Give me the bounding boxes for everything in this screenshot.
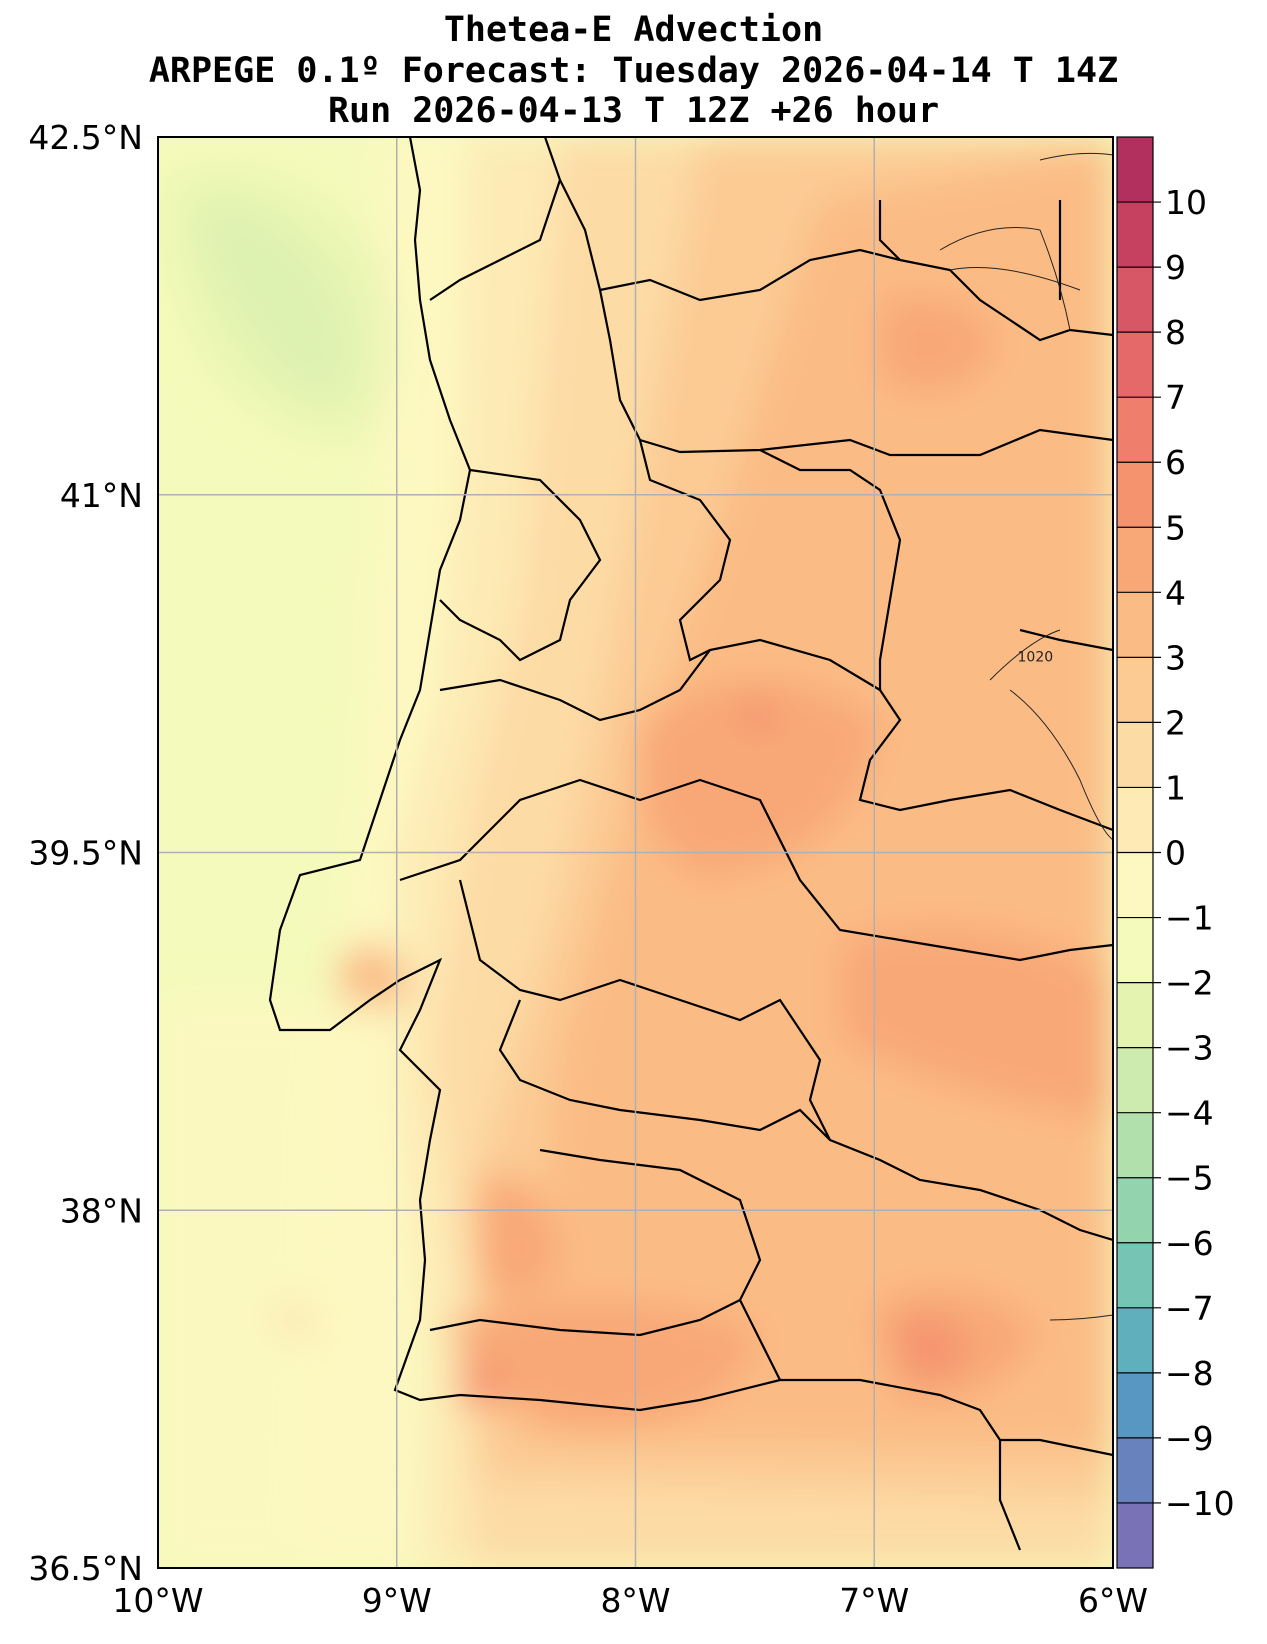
colorbar-swatch: [1117, 852, 1153, 919]
title-line-1: Thetea-E Advection: [443, 10, 824, 50]
colorbar-swatch: [1117, 1307, 1153, 1374]
colorbar-swatch: [1117, 1502, 1153, 1569]
colorbar-tick-label: −3: [1165, 1029, 1214, 1068]
colorbar: [1117, 137, 1153, 1569]
lat-tick-label: 39.5°N: [28, 834, 143, 873]
colorbar-tick-label: 3: [1165, 638, 1186, 677]
lon-tick-label: 10°W: [112, 1581, 203, 1620]
colorbar-tick-label: −2: [1165, 964, 1214, 1003]
colorbar-swatch: [1117, 137, 1153, 203]
colorbar-swatch: [1117, 397, 1153, 463]
lat-tick-label: 41°N: [60, 476, 143, 515]
colorbar-tick-label: −5: [1165, 1159, 1214, 1198]
colorbar-swatch: [1117, 1177, 1153, 1244]
colorbar-swatch: [1117, 1242, 1153, 1309]
lon-tick-label: 7°W: [839, 1581, 909, 1620]
colorbar-swatch: [1117, 527, 1153, 593]
lat-tick-label: 36.5°N: [28, 1549, 143, 1588]
colorbar-swatch: [1117, 592, 1153, 658]
colorbar-swatch: [1117, 787, 1153, 853]
lon-tick-label: 8°W: [600, 1581, 670, 1620]
colorbar-swatch: [1117, 722, 1153, 788]
colorbar-swatch: [1117, 202, 1153, 268]
colorbar-swatch: [1117, 917, 1153, 984]
colorbar-swatch: [1117, 462, 1153, 528]
colorbar-swatch: [1117, 1437, 1153, 1504]
title-line-2: ARPEGE 0.1º Forecast: Tuesday 2026-04-14…: [148, 51, 1119, 91]
colorbar-tick-label: −6: [1165, 1224, 1214, 1263]
colorbar-tick-label: 1: [1165, 768, 1186, 807]
colorbar-swatch: [1117, 657, 1153, 723]
lat-tick-label: 38°N: [60, 1191, 143, 1230]
colorbar-tick-label: 4: [1165, 573, 1186, 612]
colorbar-tick-label: 2: [1165, 703, 1186, 742]
colorbar-tick-label: 7: [1165, 378, 1186, 417]
colorbar-tick-label: 10: [1165, 183, 1207, 222]
colorbar-tick-label: −10: [1165, 1484, 1235, 1523]
colorbar-swatch: [1117, 332, 1153, 398]
lon-tick-label: 6°W: [1078, 1581, 1148, 1620]
colorbar-tick-label: 6: [1165, 443, 1186, 482]
colorbar-tick-label: 8: [1165, 313, 1186, 352]
colorbar-tick-label: 0: [1165, 834, 1186, 873]
colorbar-tick-label: 9: [1165, 248, 1186, 287]
pressure-contour-label: 1020: [1018, 650, 1054, 666]
colorbar-tick-label: −7: [1165, 1289, 1214, 1328]
coastline-borders: [268, 137, 1113, 1551]
map-frame: [157, 136, 1114, 1569]
colorbar-tick-label: −1: [1165, 899, 1214, 938]
latitude-tick-labels: 42.5°N 41°N 39.5°N 38°N 36.5°N: [28, 118, 143, 1588]
colorbar-tick-label: −4: [1165, 1094, 1214, 1133]
colorbar-tick-label: −9: [1165, 1419, 1214, 1458]
pressure-contours: [939, 152, 1113, 1321]
colorbar-tick-label: 5: [1165, 508, 1186, 547]
colorbar-swatch: [1117, 1372, 1153, 1439]
title-line-3: Run 2026-04-13 T 12Z +26 hour: [327, 91, 940, 131]
colorbar-swatch: [1117, 1112, 1153, 1179]
longitude-tick-labels: 10°W 9°W 8°W 7°W 6°W: [112, 1581, 1148, 1620]
colorbar-tick-label: −8: [1165, 1354, 1214, 1393]
colorbar-swatch: [1117, 982, 1153, 1049]
lat-tick-label: 42.5°N: [28, 118, 143, 157]
lon-tick-label: 9°W: [362, 1581, 432, 1620]
colorbar-swatch: [1117, 1047, 1153, 1114]
colorbar-swatch: [1117, 267, 1153, 333]
